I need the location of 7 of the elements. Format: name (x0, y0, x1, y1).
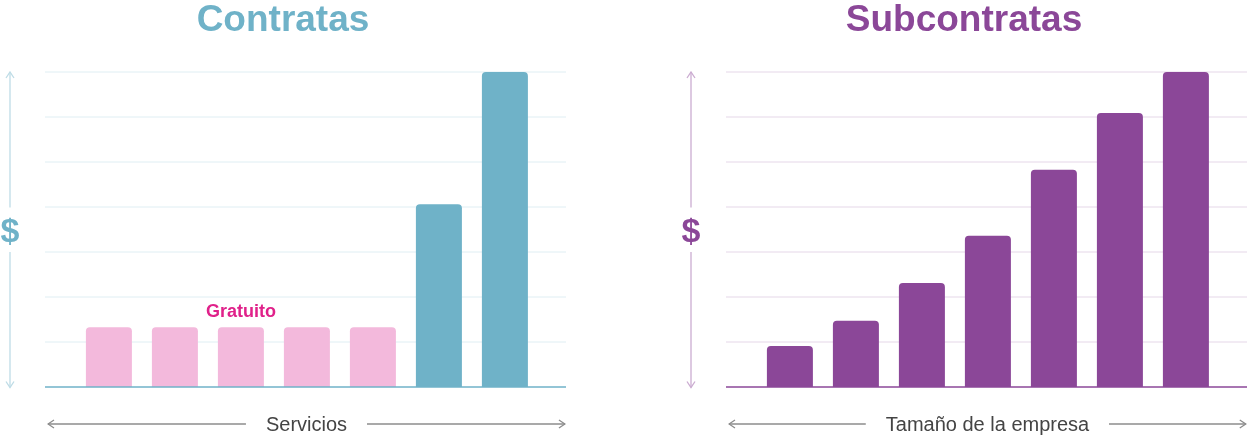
x-axis-title: Servicios (264, 412, 349, 436)
series-label: Gratuito (205, 301, 276, 322)
chart-title: Subcontratas (845, 0, 1083, 39)
y-axis-title: $ (681, 210, 701, 249)
x-axis-title: Tamaño de la empresa (884, 412, 1091, 436)
y-axis-title: $ (0, 210, 20, 249)
chart-title: Contratas (196, 0, 370, 39)
